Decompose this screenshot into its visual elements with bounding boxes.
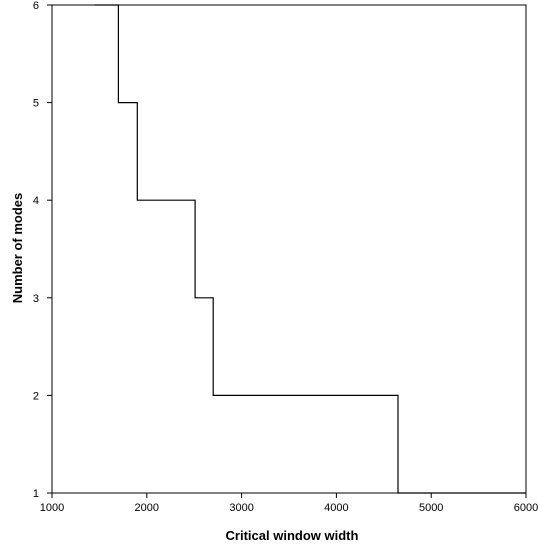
plot-frame — [51, 4, 527, 494]
y-tick-label: 4 — [33, 195, 39, 207]
y-tick-label: 6 — [33, 0, 39, 12]
plot-area — [51, 4, 527, 494]
y-axis-title: Number of modes — [10, 193, 25, 304]
x-tick-label: 5000 — [419, 502, 443, 514]
x-tick-label: 1000 — [40, 502, 64, 514]
y-tick-label: 2 — [33, 390, 39, 402]
x-tick-label: 4000 — [324, 502, 348, 514]
y-axis: 1 2 3 4 5 6 — [33, 0, 52, 500]
x-tick-label: 3000 — [229, 502, 253, 514]
y-tick-label: 5 — [33, 98, 39, 110]
y-tick-label: 1 — [33, 488, 39, 500]
x-tick-label: 6000 — [514, 502, 538, 514]
x-axis-title: Critical window width — [226, 528, 359, 543]
y-tick-label: 3 — [33, 293, 39, 305]
x-tick-label: 2000 — [135, 502, 159, 514]
step-series-line — [94, 4, 526, 494]
x-axis: 1000 2000 3000 4000 5000 6000 — [40, 493, 538, 514]
